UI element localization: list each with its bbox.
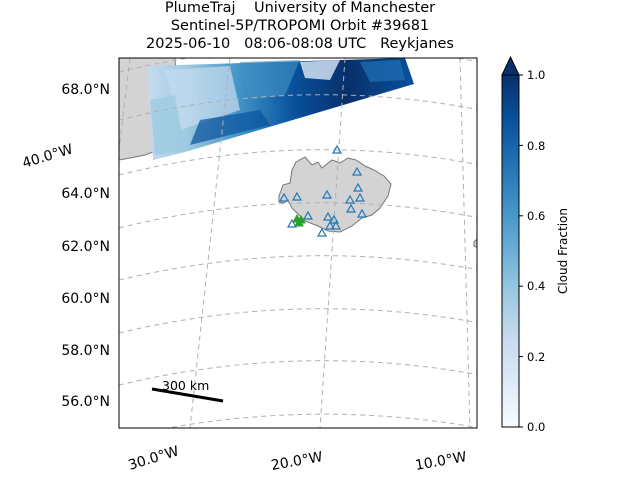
station-marker [345, 203, 357, 213]
title-line-3: 2025-06-10 08:06-08:08 UTC Reykjanes [146, 36, 454, 52]
colorbar-label: Cloud Fraction [556, 208, 570, 294]
station-marker [324, 220, 336, 230]
colorbar-body [501, 74, 520, 428]
station-marker [321, 189, 333, 199]
station-marker [331, 144, 343, 154]
title-line-2: Sentinel-5P/TROPOMI Orbit #39681 [170, 18, 430, 34]
station-marker [291, 191, 303, 201]
volcano-markers [292, 213, 306, 227]
colorbar-tick-0: 0.0 [527, 420, 545, 434]
colorbar: 0.0 0.2 0.4 0.6 0.8 1.0 Cloud Fraction [501, 55, 570, 434]
scale-bar [151, 387, 224, 403]
colorbar-tick-3: 0.6 [527, 209, 545, 223]
lat-label-64n: 64.0°N [61, 186, 110, 202]
lat-label-58n: 58.0°N [61, 343, 110, 359]
map-area [119, 58, 477, 428]
volcano-marker [294, 217, 304, 227]
lon-label-20w: 20.0°W [270, 449, 324, 474]
station-marker [316, 227, 328, 237]
station-marker [344, 194, 356, 204]
colorbar-tick-2: 0.4 [527, 279, 545, 293]
station-marker [286, 218, 298, 228]
scale-bar-label: 300 km [162, 378, 209, 393]
colorbar-extend-max-arrow [501, 55, 520, 76]
station-marker [328, 214, 340, 224]
cloud-fraction-swath [147, 58, 414, 160]
station-marker [352, 182, 364, 192]
station-marker [278, 192, 290, 202]
colorbar-tick-1: 0.2 [527, 350, 545, 364]
lat-label-62n: 62.0°N [61, 239, 110, 255]
latitude-labels: 68.0°N 64.0°N 62.0°N 60.0°N 58.0°N 56.0°… [61, 82, 110, 410]
graticule [119, 58, 477, 428]
lon-label-30w: 30.0°W [126, 443, 181, 474]
station-marker [330, 220, 342, 230]
station-marker [351, 166, 363, 176]
lat-label-60n: 60.0°N [61, 291, 110, 307]
title-line-1: PlumeTraj University of Manchester [164, 0, 436, 16]
station-marker [354, 192, 366, 202]
colorbar-tick-4: 0.8 [527, 139, 545, 153]
colorbar-tick-5: 1.0 [527, 68, 545, 82]
map-frame [118, 57, 478, 429]
lat-label-68n: 68.0°N [61, 82, 110, 98]
lon-label-10w: 10.0°W [414, 449, 468, 474]
lon-label-40w: 40.0°W [20, 141, 75, 172]
lat-label-56n: 56.0°N [61, 394, 110, 410]
colorbar-ticks [519, 74, 523, 428]
station-marker [302, 210, 314, 220]
station-marker [322, 211, 334, 221]
station-marker [356, 208, 368, 218]
station-markers [278, 144, 368, 237]
